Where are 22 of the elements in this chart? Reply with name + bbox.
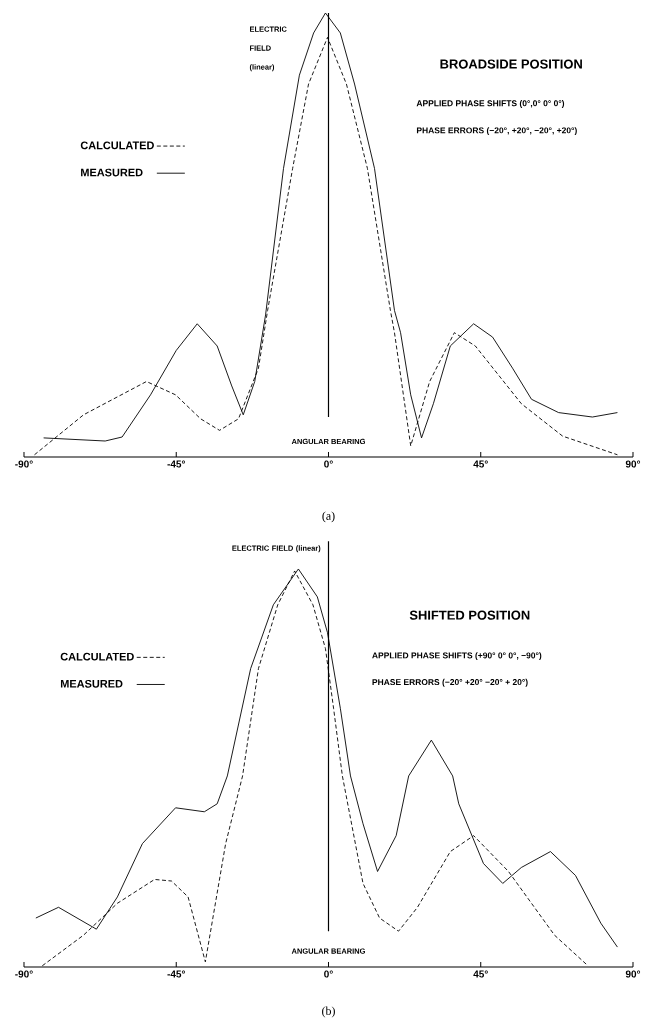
text: SHIFTED POSITION <box>409 610 530 620</box>
x-tick-label: 45° <box>473 970 488 978</box>
legend-label: CALCULATED <box>80 141 154 150</box>
x-tick-label: -45° <box>167 460 186 468</box>
annotation: PHASE ERRORS (−20°, +20°, −20°, +20°) <box>416 127 577 136</box>
x-tick-label: -45° <box>167 970 186 978</box>
annotation: PHASE ERRORS (−20° +20° −20° + 20°) <box>372 678 528 687</box>
text: (a) <box>322 511 335 523</box>
x-tick-label: -90° <box>15 970 33 978</box>
legend-label: CALCULATED <box>60 652 134 661</box>
x-tick-label: 90° <box>625 970 641 978</box>
text: (b) <box>322 1006 335 1018</box>
x-tick-label: 0° <box>324 460 333 468</box>
x-tick-label: 45° <box>473 460 488 468</box>
legend-label: MEASURED <box>81 168 143 177</box>
legend-label: MEASURED <box>60 679 123 688</box>
x-tick-label: -90° <box>15 460 33 468</box>
text: BROADSIDE POSITION <box>440 59 582 69</box>
x-tick-label: 0° <box>324 970 333 978</box>
annotation: APPLIED PHASE SHIFTS (+90° 0° 0°, −90°) <box>372 652 542 661</box>
x-tick-label: 90° <box>625 460 641 468</box>
annotation: APPLIED PHASE SHIFTS (0°,0° 0° 0°) <box>416 100 565 108</box>
